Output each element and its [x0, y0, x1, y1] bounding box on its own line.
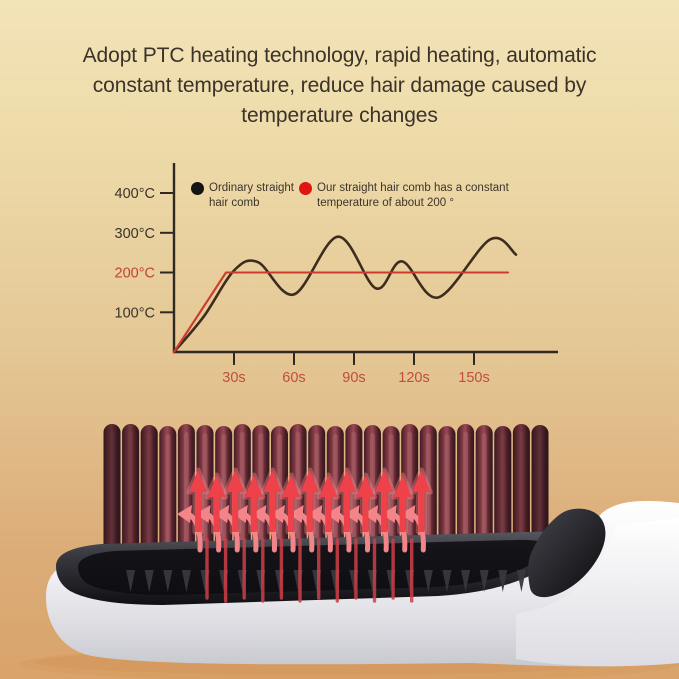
heat-arrow — [375, 470, 394, 532]
bristle-shade — [512, 424, 530, 562]
heat-arrow — [393, 475, 412, 532]
y-tick-label: 100°C — [115, 305, 155, 321]
legend-item-ordinary: Ordinary straight hair comb — [191, 181, 315, 210]
hook-arrow-head — [177, 505, 192, 523]
bristle — [475, 425, 493, 562]
bristle — [122, 424, 140, 567]
bristle-tip — [479, 570, 489, 592]
heat-arrow — [300, 470, 319, 532]
bristle-tip — [516, 570, 526, 592]
hook-arrow-head — [400, 505, 416, 523]
bristle-tip — [144, 570, 154, 592]
bristle-shade — [494, 426, 512, 567]
x-tick-label: 30s — [222, 370, 245, 386]
bristle — [512, 424, 530, 562]
legend-label-constant: Our straight hair comb has a constant te… — [317, 182, 509, 209]
bristle — [177, 424, 195, 562]
bristle-tip — [442, 570, 452, 592]
bristle — [140, 425, 158, 562]
hook-arrow-head — [325, 505, 341, 523]
bristle-tip — [423, 570, 433, 592]
heat-arrow — [282, 475, 300, 532]
handle-front — [516, 518, 679, 667]
bristle — [457, 424, 475, 567]
heat-arrow — [263, 470, 282, 532]
bristle-shade — [122, 424, 140, 567]
bristle-highlight — [463, 432, 469, 549]
hook-arrow-head — [363, 505, 379, 523]
x-tick-label: 60s — [282, 370, 305, 386]
heat-arrow — [337, 470, 356, 532]
heat-arrow — [356, 475, 375, 532]
handle-inset — [528, 508, 606, 598]
hook-arrow-head — [307, 505, 323, 523]
bristle-shade — [140, 425, 158, 562]
bristle-highlight — [518, 432, 524, 544]
x-tick-label: 150s — [458, 370, 489, 386]
series-constant-curve — [172, 271, 510, 354]
red-dot-icon — [299, 182, 312, 195]
x-tick-label: 90s — [342, 370, 365, 386]
bristle-highlight — [444, 434, 450, 544]
bristle-shade — [103, 424, 121, 562]
bristle-highlight — [500, 434, 506, 549]
x-tick-label: 120s — [398, 370, 429, 386]
hook-arrow-head — [251, 505, 267, 523]
bristle-tip — [126, 570, 136, 592]
bristle-highlight — [146, 433, 152, 544]
heat-arrow — [207, 475, 226, 532]
legend-item-constant: Our straight hair comb has a constant te… — [299, 181, 541, 210]
heat-arrow — [244, 475, 263, 532]
bristle-tip — [163, 570, 173, 592]
y-tick-label: 300°C — [115, 226, 155, 242]
bristle-tip — [181, 570, 191, 592]
heat-arrows — [186, 467, 433, 535]
heat-strands — [205, 538, 414, 603]
bristle — [438, 426, 456, 562]
heat-arrow — [189, 470, 207, 532]
headline: Adopt PTC heating technology, rapid heat… — [82, 44, 597, 128]
hook-arrow-head — [344, 505, 360, 523]
series-ordinary-curve — [172, 235, 518, 354]
hook-arrow-head — [288, 505, 304, 523]
heat-arrow — [226, 470, 245, 532]
bristle — [159, 426, 177, 567]
plate-inner — [78, 539, 552, 595]
heat-arrow — [412, 470, 431, 532]
hook-arrow-head — [195, 505, 211, 523]
bristle-tip — [461, 570, 471, 592]
heat-arrow — [319, 475, 338, 532]
y-tick-label: 200°C — [115, 266, 155, 282]
bristle-highlight — [165, 434, 171, 549]
black-dot-icon — [191, 182, 204, 195]
bristle — [494, 426, 512, 567]
legend-label-ordinary: Ordinary straight hair comb — [209, 182, 295, 209]
hook-arrow-head — [232, 505, 248, 523]
y-tick-label: 400°C — [115, 186, 155, 202]
hook-arrow-head — [270, 505, 285, 523]
hook-arrow-head — [381, 505, 397, 523]
bristle-highlight — [481, 433, 487, 544]
bristle-tip — [498, 570, 508, 592]
bristle-highlight — [128, 432, 134, 549]
hook-arrow-head — [214, 505, 230, 523]
